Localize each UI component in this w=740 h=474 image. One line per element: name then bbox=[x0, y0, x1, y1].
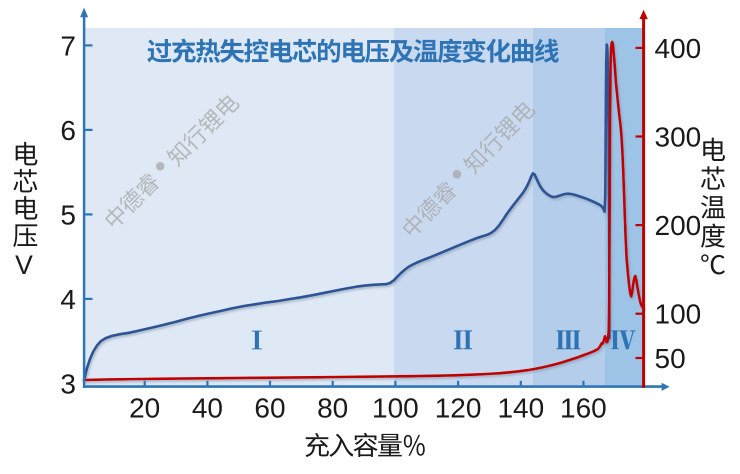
svg-text:160: 160 bbox=[560, 392, 607, 423]
svg-text:40: 40 bbox=[192, 392, 223, 423]
svg-text:3: 3 bbox=[60, 368, 76, 399]
svg-text:80: 80 bbox=[317, 392, 348, 423]
svg-text:400: 400 bbox=[655, 33, 702, 64]
svg-text:20: 20 bbox=[129, 392, 160, 423]
svg-text:5: 5 bbox=[60, 199, 76, 230]
svg-text:4: 4 bbox=[60, 284, 76, 315]
svg-text:7: 7 bbox=[60, 30, 76, 61]
svg-text:60: 60 bbox=[254, 392, 285, 423]
svg-text:V: V bbox=[15, 250, 33, 280]
svg-text:200: 200 bbox=[655, 210, 702, 241]
svg-text:50: 50 bbox=[655, 343, 686, 374]
svg-text:300: 300 bbox=[655, 122, 702, 153]
svg-text:6: 6 bbox=[60, 115, 76, 146]
svg-text:120: 120 bbox=[435, 392, 482, 423]
svg-text:100: 100 bbox=[372, 392, 419, 423]
svg-text:140: 140 bbox=[497, 392, 544, 423]
svg-text:100: 100 bbox=[655, 299, 702, 330]
